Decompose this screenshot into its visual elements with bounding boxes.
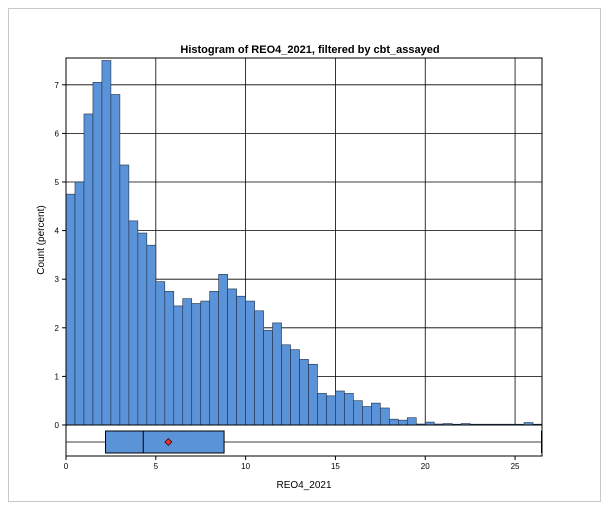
y-axis: 0 1 2 3 4 5 6 7 [55,81,66,430]
histogram-bar [155,281,166,426]
histogram-bar [101,60,112,426]
histogram-bar [173,305,184,426]
histogram-bar [308,363,318,426]
x-tick-label: 15 [331,462,340,471]
histogram-bar [200,300,210,426]
histogram-bar [398,419,408,426]
histogram-bar [83,113,94,426]
histogram-bars [65,60,543,426]
y-tick-label: 4 [55,227,60,236]
histogram-bar [353,400,363,426]
histogram-bar [119,164,130,426]
histogram-bar [92,82,103,426]
histogram-bar [191,303,202,426]
x-axis-title: REO4_2021 [276,480,331,491]
histogram-bar [344,393,354,426]
x-tick-label: 0 [64,462,69,471]
histogram-bar [335,390,345,426]
histogram-bar [236,295,246,426]
histogram-bar [65,193,76,426]
x-tick-label: 20 [421,462,430,471]
boxplot [66,424,542,454]
histogram-bar [110,94,121,426]
histogram-bar [371,402,381,426]
histogram-bar [254,310,264,426]
y-tick-label: 7 [55,81,60,90]
histogram-bar [281,344,291,426]
histogram-bar [380,407,390,426]
histogram-bar [227,288,237,426]
y-tick-label: 1 [55,372,60,381]
histogram-bar [182,298,193,426]
x-axis: 0 5 10 15 20 25 [64,456,520,471]
histogram-bar [137,232,148,426]
y-tick-label: 6 [55,129,60,138]
histogram-bar [389,418,399,426]
y-tick-label: 2 [55,324,60,333]
x-tick-label: 25 [511,462,520,471]
chart-title: Histogram of REO4_2021, filtered by cbt_… [180,44,439,56]
y-axis-title: Count (percent) [36,205,47,274]
histogram-bar [326,395,336,426]
histogram-bar [128,220,139,426]
histogram-bar [209,291,219,426]
chart-frame [8,8,601,502]
histogram-bar [272,322,282,426]
histogram-bar [362,406,372,426]
y-tick-label: 3 [55,275,60,284]
y-tick-label: 5 [55,178,60,187]
histogram-bar [74,181,85,426]
histogram-bar [245,300,255,426]
histogram-bar [290,349,300,426]
x-tick-label: 10 [241,462,250,471]
boxplot-mean-marker [164,438,173,446]
plot-area-border [65,57,543,457]
histogram-bar [299,359,309,426]
histogram-bar [164,291,175,426]
y-tick-label: 0 [55,421,60,430]
histogram-bar [218,274,228,426]
histogram-bar [406,417,417,426]
histogram-bar [146,244,157,426]
histogram-bar [263,329,273,426]
histogram-bar [317,393,327,426]
x-tick-label: 5 [154,462,159,471]
